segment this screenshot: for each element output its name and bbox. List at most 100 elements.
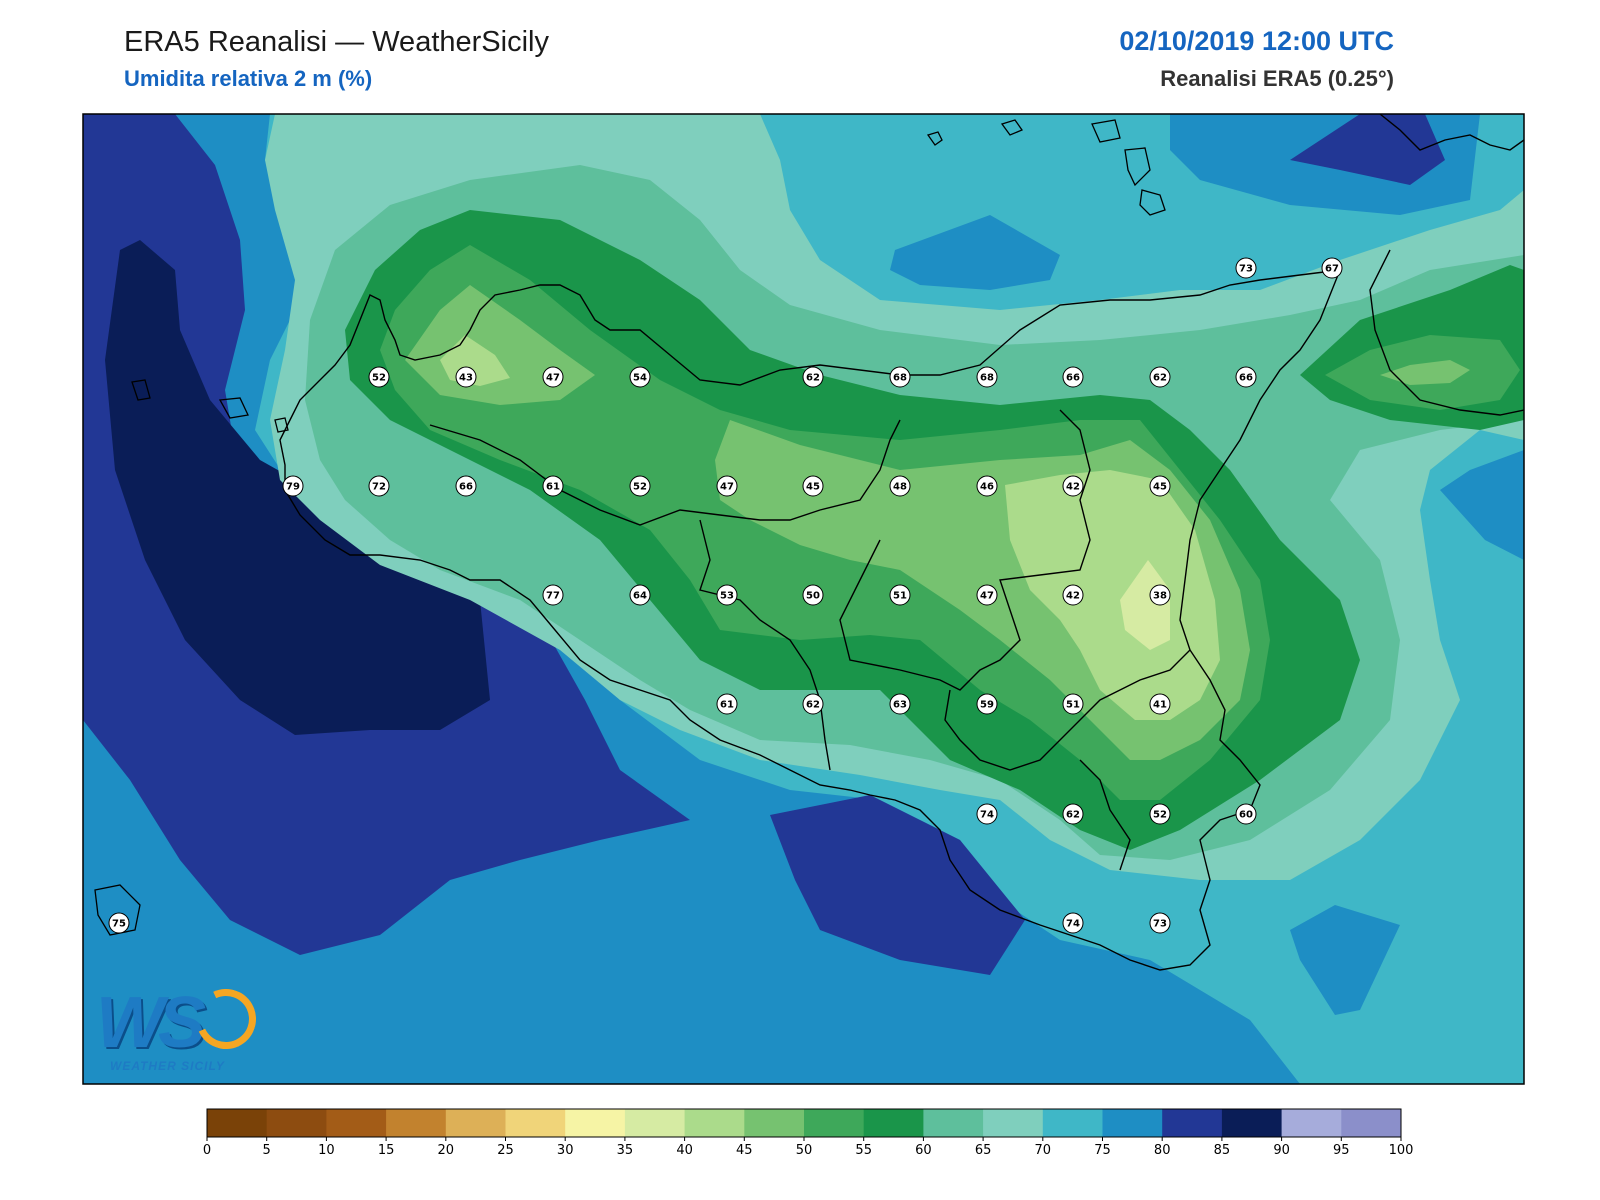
colorbar-swatch — [1221, 1109, 1283, 1137]
station-value: 61 — [546, 482, 560, 493]
province-boundary-5 — [1079, 759, 1131, 871]
station-value: 72 — [372, 482, 386, 493]
station-circle — [1149, 912, 1171, 934]
station-marker: 77 — [542, 584, 564, 606]
station-circle — [1235, 803, 1257, 825]
station-marker: 66 — [1062, 366, 1084, 388]
island-egadi-3 — [274, 417, 289, 433]
station-value: 52 — [1153, 810, 1167, 821]
station-value: 47 — [720, 482, 734, 493]
station-marker: 42 — [1062, 584, 1084, 606]
station-circle — [802, 475, 824, 497]
fill-75-80-east — [1440, 450, 1524, 560]
fill-80-85-ne — [1290, 114, 1445, 185]
fill-35-40 — [1120, 560, 1170, 650]
station-circle — [1149, 803, 1171, 825]
station-value: 66 — [1239, 373, 1253, 384]
station-circle — [716, 693, 738, 715]
colorbar-tick-label: 90 — [1273, 1143, 1290, 1158]
station-value: 77 — [546, 591, 560, 602]
station-value: 64 — [633, 591, 647, 602]
station-circle — [889, 584, 911, 606]
station-marker: 67 — [1321, 257, 1343, 279]
station-value: 41 — [1153, 700, 1167, 711]
station-value: 38 — [1153, 591, 1167, 602]
sicily-coastline — [279, 269, 1342, 971]
colorbar-tick-label: 55 — [855, 1143, 872, 1158]
station-marker: 45 — [1149, 475, 1171, 497]
colorbar-tick-label: 40 — [676, 1143, 693, 1158]
station-value: 51 — [1066, 700, 1080, 711]
valid-datetime: 02/10/2019 12:00 UTC — [1119, 26, 1394, 56]
station-marker: 72 — [368, 475, 390, 497]
colorbar-swatch — [1281, 1109, 1342, 1137]
station-circle — [542, 475, 564, 497]
colorbar-tick-label: 70 — [1035, 1143, 1052, 1158]
station-marker: 79 — [282, 475, 304, 497]
station-value: 50 — [806, 591, 820, 602]
station-circle — [802, 366, 824, 388]
station-marker: 47 — [542, 366, 564, 388]
station-circle — [1321, 257, 1343, 279]
station-circle — [1062, 366, 1084, 388]
colorbar-tick-label: 45 — [736, 1143, 753, 1158]
station-value: 74 — [980, 810, 994, 821]
station-circle — [282, 475, 304, 497]
station-circle — [976, 366, 998, 388]
station-circle — [889, 475, 911, 497]
island-salina — [1091, 119, 1121, 143]
province-boundary-4 — [944, 649, 1191, 771]
map-subtitle: Umidita relativa 2 m (%) — [124, 66, 373, 91]
map-frame — [82, 113, 1525, 1085]
station-marker: 41 — [1149, 693, 1171, 715]
station-marker: 47 — [976, 584, 998, 606]
station-value: 42 — [1066, 482, 1080, 493]
colorbar-swatch — [1042, 1109, 1103, 1137]
colorbar-tick-label: 80 — [1154, 1143, 1171, 1158]
station-marker: 51 — [889, 584, 911, 606]
station-circle — [542, 584, 564, 606]
colorbar-swatch — [207, 1109, 268, 1137]
station-circle — [716, 584, 738, 606]
calabria-coast — [1369, 114, 1524, 416]
station-marker: 68 — [889, 366, 911, 388]
station-marker: 53 — [716, 584, 738, 606]
station-marker: 64 — [629, 584, 651, 606]
colorbar-tick-label: 5 — [263, 1143, 271, 1158]
colorbar-tick-label: 30 — [557, 1143, 574, 1158]
map-title: ERA5 Reanalisi — WeatherSicily — [124, 26, 549, 58]
station-marker: 73 — [1149, 912, 1171, 934]
data-source: Reanalisi ERA5 (0.25°) — [1160, 66, 1394, 91]
station-marker: 50 — [802, 584, 824, 606]
station-value: 52 — [633, 482, 647, 493]
station-marker: 60 — [1235, 803, 1257, 825]
logo-mark: WS — [96, 983, 206, 1063]
station-circle — [1149, 475, 1171, 497]
island-ustica — [926, 131, 943, 146]
station-value: 62 — [1153, 373, 1167, 384]
colorbar-swatch — [1162, 1109, 1223, 1137]
station-value: 68 — [980, 373, 994, 384]
station-value: 53 — [720, 591, 734, 602]
station-value: 43 — [459, 373, 473, 384]
station-values: 73 67 52 43 47 54 62 68 68 66 62 66 79 72 66 61 52 47 45 48… — [108, 257, 1343, 934]
station-value: 60 — [1239, 810, 1253, 821]
colorbar-swatch — [505, 1109, 566, 1137]
station-value: 47 — [546, 373, 560, 384]
station-value: 54 — [633, 373, 647, 384]
colorbar-swatch — [565, 1109, 626, 1137]
station-value: 59 — [980, 700, 994, 711]
colorbar-tick-label: 35 — [617, 1143, 634, 1158]
station-value: 62 — [806, 700, 820, 711]
station-value: 79 — [286, 482, 300, 493]
station-circle — [368, 475, 390, 497]
colorbar-tick-label: 75 — [1094, 1143, 1111, 1158]
island-egadi-2 — [218, 397, 249, 419]
station-value: 67 — [1325, 264, 1339, 275]
colorbar-tick-label: 65 — [975, 1143, 992, 1158]
province-boundary-3 — [839, 409, 1091, 691]
fill-40-45-central — [1005, 470, 1220, 720]
station-value: 74 — [1066, 919, 1080, 930]
station-marker: 74 — [1062, 912, 1084, 934]
